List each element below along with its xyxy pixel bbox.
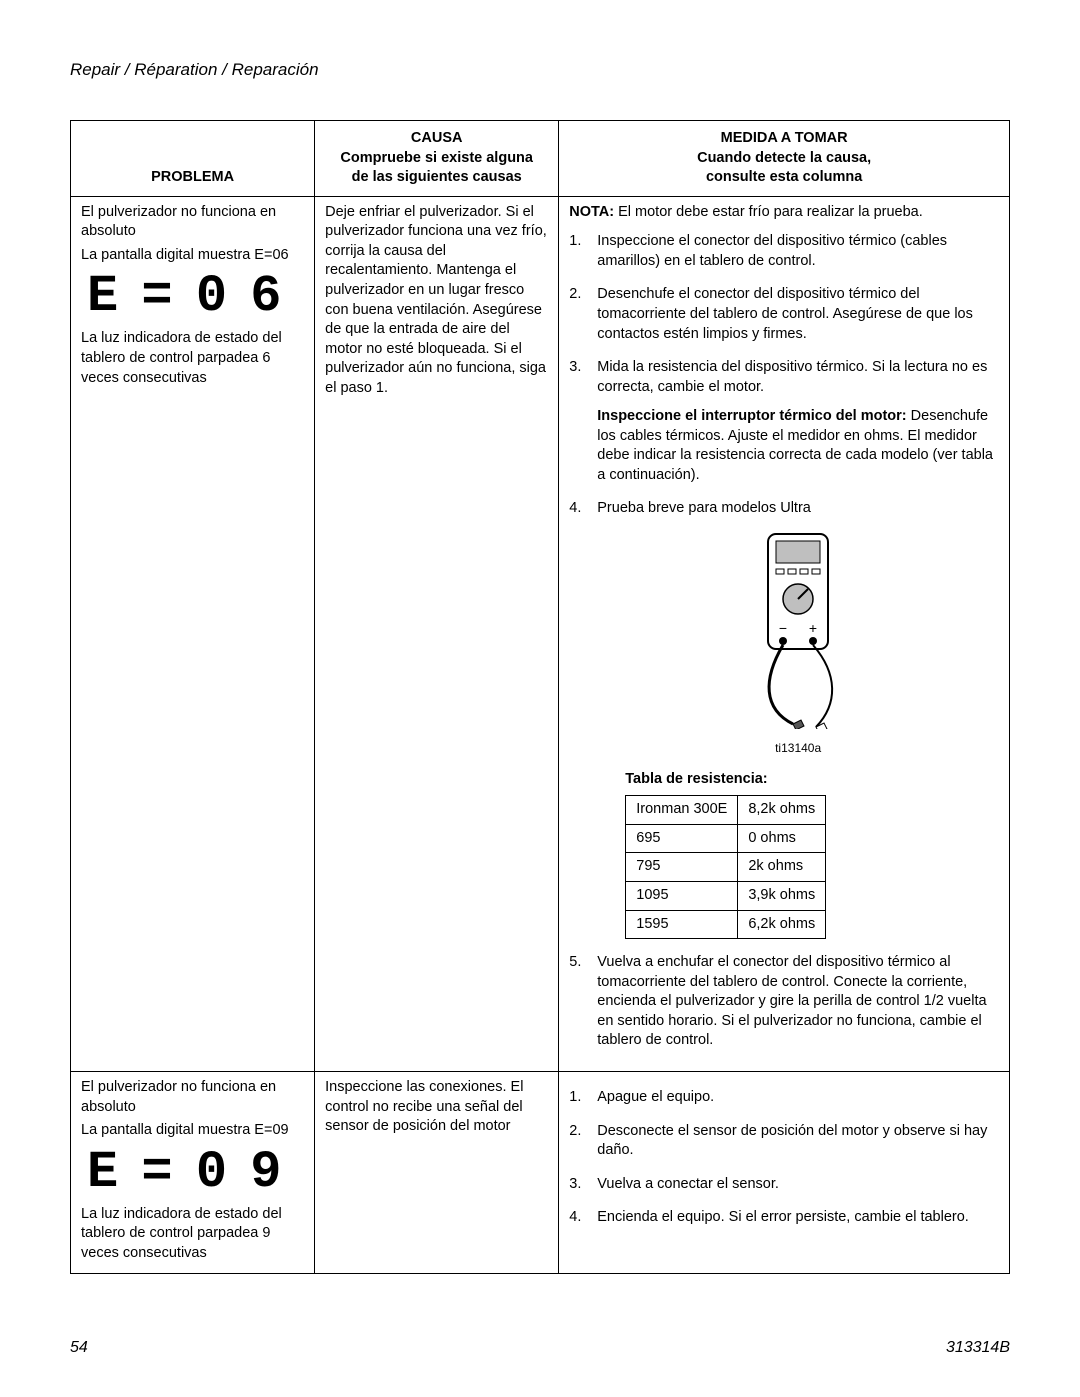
action-step: Prueba breve para modelos Ultra [569, 499, 999, 939]
error-code-display: E = 0 9 [87, 1147, 304, 1199]
cell-problema: El pulverizador no funciona en absoluto … [71, 1071, 315, 1273]
causa-l3: de las siguientes causas [325, 168, 548, 188]
problema-text: El pulverizador no funciona en absoluto [81, 1078, 304, 1117]
col-header-causa: CAUSA Compruebe si existe alguna de las … [315, 121, 559, 197]
step-text: Prueba breve para modelos Ultra [597, 500, 811, 516]
res-value: 0 ohms [738, 824, 826, 853]
figure-label: ti13140a [597, 740, 999, 756]
cell-medida: Apague el equipo. Desconecte el sensor d… [559, 1071, 1010, 1273]
medida-l1: MEDIDA A TOMAR [569, 129, 999, 149]
table-row: El pulverizador no funciona en absoluto … [71, 196, 1010, 1071]
res-value: 6,2k ohms [738, 910, 826, 939]
step-text: Mida la resistencia del dispositivo térm… [597, 359, 987, 395]
resistance-table-wrap: Tabla de resistencia: Ironman 300E 8,2k … [625, 770, 999, 939]
svg-text:−: − [779, 620, 787, 636]
page-number: 54 [70, 1339, 88, 1357]
page: Repair / Réparation / Reparación PROBLEM… [0, 0, 1080, 1314]
error-code-display: E = 0 6 [87, 271, 304, 323]
table-header-row: PROBLEMA CAUSA Compruebe si existe algun… [71, 121, 1010, 197]
res-row: 795 2k ohms [626, 853, 826, 882]
action-step: Encienda el equipo. Si el error persiste… [569, 1208, 999, 1228]
action-step: Vuelva a enchufar el conector del dispos… [569, 953, 999, 1051]
causa-l2: Compruebe si existe alguna [325, 149, 548, 169]
causa-text: Inspeccione las conexiones. El control n… [325, 1078, 548, 1137]
action-step: Inspeccione el conector del dispositivo … [569, 232, 999, 271]
res-row: 1595 6,2k ohms [626, 910, 826, 939]
page-section-title: Repair / Réparation / Reparación [70, 60, 1010, 80]
action-step: Desenchufe el conector del dispositivo t… [569, 285, 999, 344]
multimeter-figure: − + [597, 529, 999, 756]
resistance-table: Ironman 300E 8,2k ohms 695 0 ohms 795 [625, 795, 826, 939]
res-row: 1095 3,9k ohms [626, 882, 826, 911]
action-step: Mida la resistencia del dispositivo térm… [569, 358, 999, 485]
problema-text: La pantalla digital muestra E=06 [81, 246, 304, 266]
svg-text:+: + [809, 620, 817, 636]
doc-number: 313314B [946, 1339, 1010, 1357]
res-model: 795 [626, 853, 738, 882]
medida-note: NOTA: El motor debe estar frío para real… [569, 203, 999, 223]
res-model: Ironman 300E [626, 796, 738, 825]
note-text: El motor debe estar frío para realizar l… [614, 204, 923, 220]
troubleshooting-table: PROBLEMA CAUSA Compruebe si existe algun… [70, 120, 1010, 1274]
medida-l2: Cuando detecte la causa, [569, 149, 999, 169]
note-label: NOTA: [569, 204, 614, 220]
cell-medida: NOTA: El motor debe estar frío para real… [559, 196, 1010, 1071]
cell-problema: El pulverizador no funciona en absoluto … [71, 196, 315, 1071]
res-value: 3,9k ohms [738, 882, 826, 911]
sub-title: Inspeccione el interruptor térmico del m… [597, 408, 906, 424]
step-subblock: Inspeccione el interruptor térmico del m… [597, 407, 999, 485]
problema-text: El pulverizador no funciona en absoluto [81, 203, 304, 242]
action-list: Inspeccione el conector del dispositivo … [569, 232, 999, 1051]
action-step: Apague el equipo. [569, 1088, 999, 1108]
problema-text: La pantalla digital muestra E=09 [81, 1121, 304, 1141]
problema-text: La luz indicadora de estado del tablero … [81, 329, 304, 388]
res-row: Ironman 300E 8,2k ohms [626, 796, 826, 825]
page-footer: 54 313314B [70, 1339, 1010, 1357]
res-row: 695 0 ohms [626, 824, 826, 853]
problema-text: La luz indicadora de estado del tablero … [81, 1205, 304, 1264]
res-model: 1095 [626, 882, 738, 911]
resistance-table-title: Tabla de resistencia: [625, 770, 999, 790]
col-header-medida: MEDIDA A TOMAR Cuando detecte la causa, … [559, 121, 1010, 197]
causa-text: Deje enfriar el pulverizador. Si el pulv… [325, 203, 548, 399]
col-header-problema: PROBLEMA [71, 121, 315, 197]
res-model: 695 [626, 824, 738, 853]
action-list: Apague el equipo. Desconecte el sensor d… [569, 1088, 999, 1228]
cell-causa: Inspeccione las conexiones. El control n… [315, 1071, 559, 1273]
table-row: El pulverizador no funciona en absoluto … [71, 1071, 1010, 1273]
res-value: 2k ohms [738, 853, 826, 882]
action-step: Desconecte el sensor de posición del mot… [569, 1122, 999, 1161]
medida-l3: consulte esta columna [569, 168, 999, 188]
res-value: 8,2k ohms [738, 796, 826, 825]
multimeter-icon: − + [738, 529, 858, 729]
causa-l1: CAUSA [325, 129, 548, 149]
res-model: 1595 [626, 910, 738, 939]
action-step: Vuelva a conectar el sensor. [569, 1175, 999, 1195]
cell-causa: Deje enfriar el pulverizador. Si el pulv… [315, 196, 559, 1071]
